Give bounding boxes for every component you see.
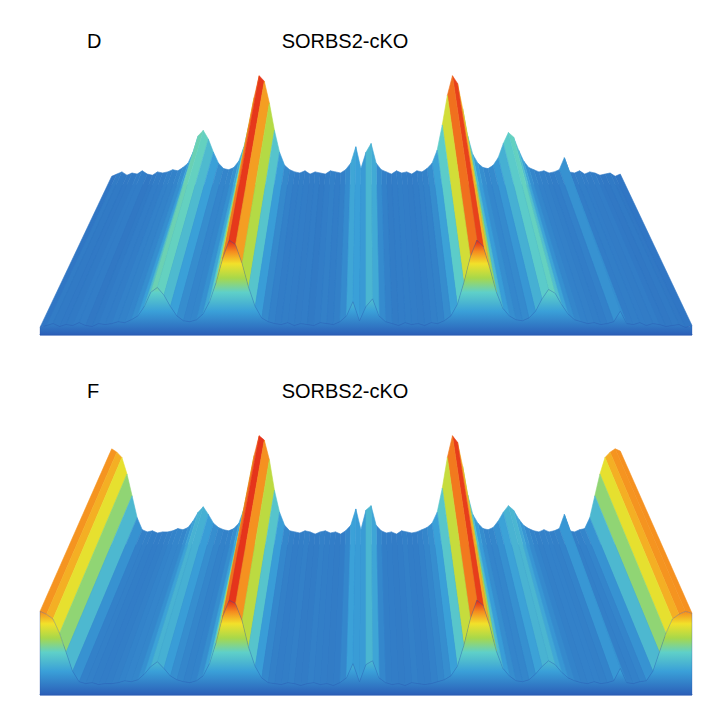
svg-text:D: D: [87, 30, 101, 52]
svg-text:SORBS2-cKO: SORBS2-cKO: [282, 30, 409, 52]
svg-text:SORBS2-cKO: SORBS2-cKO: [282, 380, 409, 402]
svg-text:F: F: [87, 380, 99, 402]
